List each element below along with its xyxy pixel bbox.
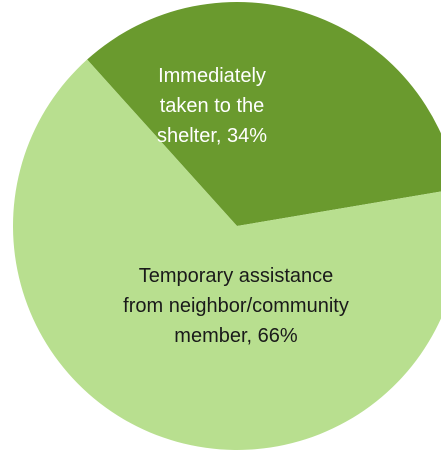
- pie-labels: Immediately taken to the shelter, 34% Tempo…: [123, 65, 349, 347]
- pie-slices: [13, 2, 441, 450]
- pie-slice-label-line: member, 66%: [174, 325, 298, 347]
- pie-slice-label-1: Immediately taken to the shelter, 34%: [157, 65, 267, 147]
- pie-slice-label-line: taken to the: [160, 95, 265, 117]
- pie-slice-label-2: Temporary assistance from neighbor/commun…: [123, 265, 349, 347]
- pie-slice-label-line: shelter, 34%: [157, 125, 267, 147]
- pie-slice-label-line: Temporary assistance: [139, 265, 334, 287]
- pie-slice-label-line: Immediately: [158, 65, 266, 87]
- pie-slice-2: [13, 59, 441, 450]
- pie-slice-1: [87, 2, 441, 226]
- pie-slice-label-line: from neighbor/community: [123, 295, 349, 317]
